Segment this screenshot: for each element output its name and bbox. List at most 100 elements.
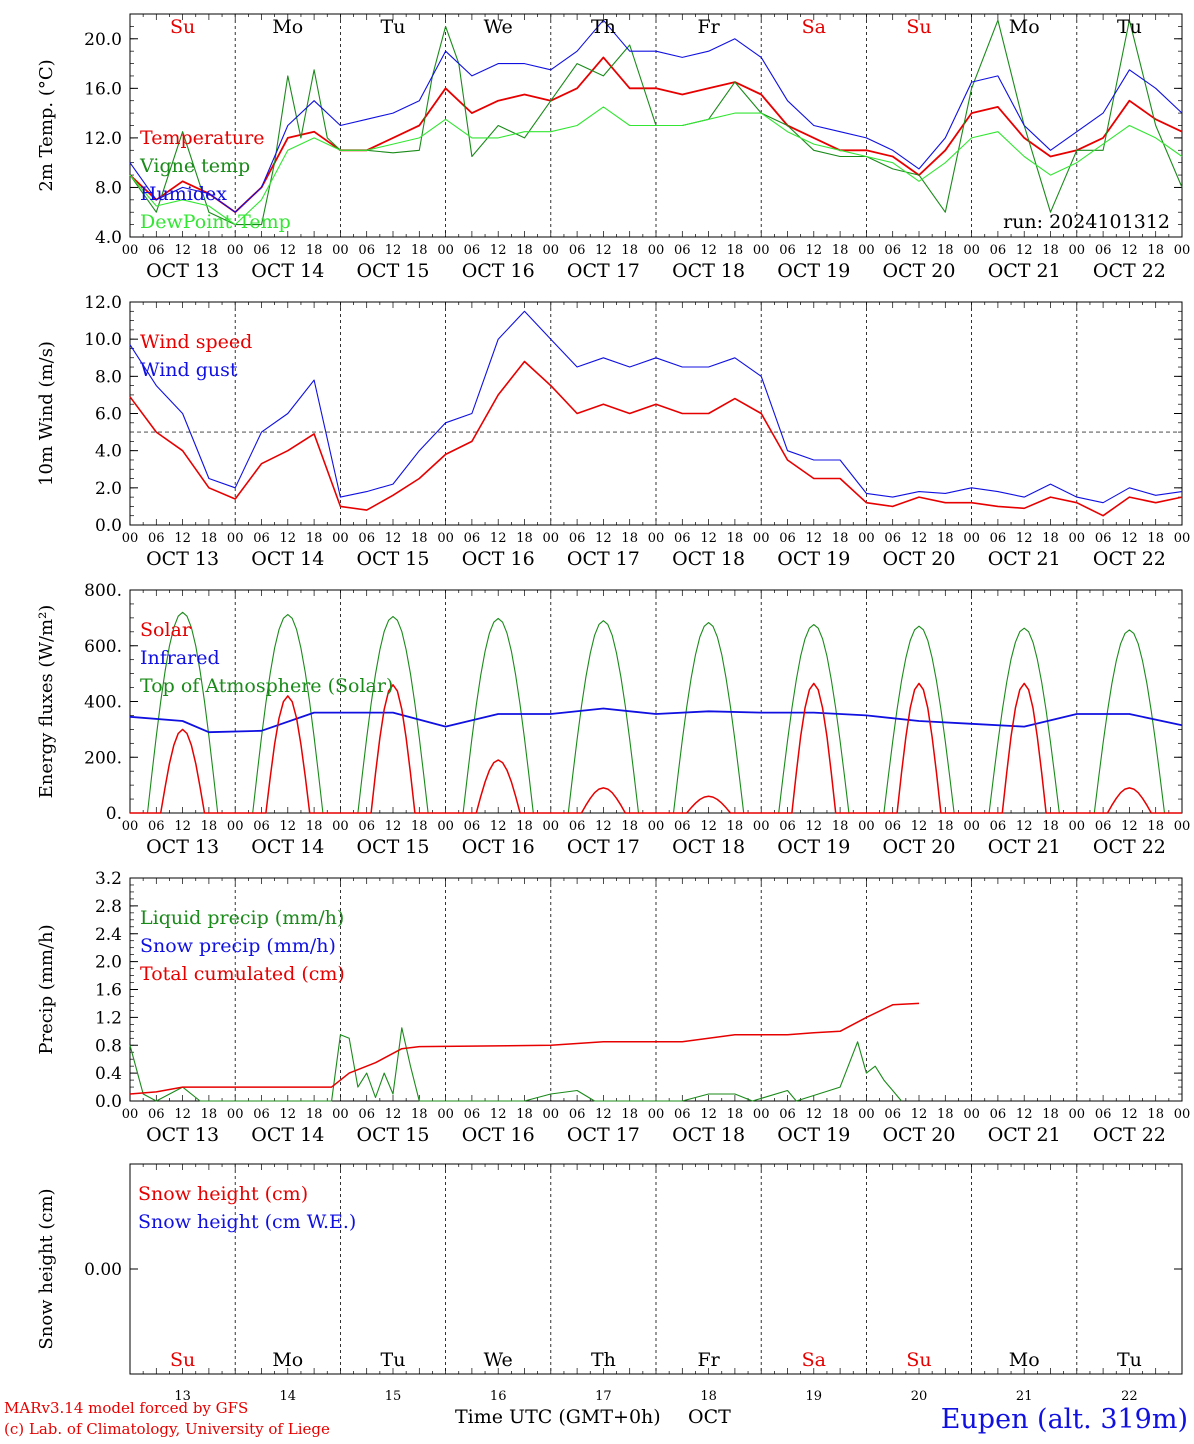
y-tick-label: 1.6	[95, 981, 122, 1001]
hour-label: 06	[674, 1107, 691, 1122]
date-label: OCT 20	[882, 1124, 955, 1146]
hour-label: 06	[569, 531, 586, 546]
hour-label: 12	[700, 1107, 717, 1122]
hour-label: 12	[700, 819, 717, 834]
date-label: OCT 16	[462, 836, 535, 858]
hour-label: 18	[621, 243, 638, 258]
date-label: OCT 14	[251, 548, 324, 570]
hour-label: 18	[937, 243, 954, 258]
weekday-label: Fr	[697, 1349, 720, 1371]
legend-snow-precip-mm-h-: Snow precip (mm/h)	[140, 935, 336, 957]
hour-label: 06	[1095, 819, 1112, 834]
hour-label: 18	[201, 531, 218, 546]
y-tick-label: 8.0	[95, 178, 122, 198]
hour-label: 12	[595, 1107, 612, 1122]
legend-vigne-temp: Vigne temp	[139, 155, 250, 177]
panel-4: 0.0 0.4 0.8 1.2 1.6 2.0 2.4 2.8 3.2 Precip (mm/h)…	[36, 869, 1183, 1112]
hour-label: 00	[963, 1107, 980, 1122]
hour-label: 06	[990, 819, 1007, 834]
hour-label: 12	[490, 243, 507, 258]
hour-label: 18	[306, 243, 323, 258]
hour-label: 12	[911, 1107, 928, 1122]
panel-5: 0.00 Snow height (cm) Snow height (cm) Snow…	[36, 1163, 1183, 1404]
hour-label: 06	[1095, 531, 1112, 546]
date-label: OCT 16	[462, 260, 535, 282]
hour-label: 06	[358, 819, 375, 834]
y-tick-label: 10.0	[84, 330, 122, 350]
hour-label: 00	[332, 243, 349, 258]
series-liquid-precip	[129, 1027, 902, 1102]
hour-label: 18	[1042, 819, 1059, 834]
weekday-label: Tu	[1117, 1349, 1142, 1371]
hour-label: 18	[727, 243, 744, 258]
x-axis-label: Time UTC (GMT+0h)	[455, 1406, 661, 1428]
y-tick-label: 6.0	[95, 405, 122, 425]
hour-label: 12	[595, 243, 612, 258]
weekday-label: Th	[591, 16, 616, 38]
hour-label: 18	[516, 531, 533, 546]
hour-label: 06	[253, 531, 270, 546]
hour-label: 00	[122, 531, 139, 546]
weekday-label: Sa	[802, 1349, 826, 1371]
y-tick-label: 2.8	[95, 897, 122, 917]
y-tick-label: 20.0	[84, 30, 122, 50]
y-axis-label: Energy fluxes (W/m²)	[36, 605, 57, 799]
hour-label: 18	[411, 531, 428, 546]
hour-label: 06	[1095, 1107, 1112, 1122]
hour-label: 06	[464, 819, 481, 834]
y-tick-label: 12.0	[84, 129, 122, 149]
hour-label: 06	[569, 243, 586, 258]
date-label: OCT 18	[672, 548, 745, 570]
date-label: OCT 15	[356, 260, 429, 282]
hour-label: 06	[253, 1107, 270, 1122]
hour-label: 00	[332, 819, 349, 834]
weekday-label: We	[484, 1349, 513, 1371]
y-axis-label: 10m Wind (m/s)	[36, 341, 57, 486]
hour-label: 06	[569, 1107, 586, 1122]
day-number: 22	[1121, 1389, 1138, 1404]
hour-label: 00	[963, 819, 980, 834]
hour-label: 00	[858, 531, 875, 546]
date-label: OCT 21	[988, 548, 1061, 570]
hour-label: 18	[306, 1107, 323, 1122]
date-label: OCT 19	[777, 836, 850, 858]
weekday-label: Tu	[1117, 16, 1142, 38]
hour-label: 00	[1069, 819, 1086, 834]
hour-label: 18	[1042, 243, 1059, 258]
hour-label: 00	[858, 1107, 875, 1122]
weekday-label: Mo	[272, 1349, 303, 1371]
date-label: OCT 14	[251, 836, 324, 858]
date-label: OCT 15	[356, 836, 429, 858]
y-tick-label: 200.	[84, 748, 122, 768]
hour-label: 12	[174, 243, 191, 258]
hour-label: 18	[306, 531, 323, 546]
plot-frame	[129, 589, 1183, 814]
run-label: run: 2024101312	[1003, 211, 1170, 233]
date-label: OCT 13	[146, 1124, 219, 1146]
hour-label: 12	[490, 819, 507, 834]
hour-label: 18	[832, 819, 849, 834]
date-label: OCT 19	[777, 548, 850, 570]
hour-label: 06	[674, 819, 691, 834]
hour-label: 12	[806, 243, 823, 258]
hour-label: 06	[779, 243, 796, 258]
weekday-label: Tu	[381, 16, 406, 38]
hour-label: 00	[1174, 243, 1191, 258]
hour-label: 00	[227, 819, 244, 834]
day-number: 13	[174, 1389, 191, 1404]
weekday-label: Su	[906, 16, 931, 38]
date-label: OCT 22	[1093, 836, 1166, 858]
hour-label: 06	[779, 1107, 796, 1122]
hour-label: 06	[884, 1107, 901, 1122]
y-axis-label: Precip (mm/h)	[36, 924, 57, 1054]
day-number: 15	[385, 1389, 402, 1404]
date-label: OCT 15	[356, 548, 429, 570]
hour-label: 12	[700, 243, 717, 258]
date-label: OCT 18	[672, 1124, 745, 1146]
hour-label: 00	[753, 243, 770, 258]
date-label: OCT 19	[777, 1124, 850, 1146]
hour-label: 18	[727, 819, 744, 834]
legend-infrared: Infrared	[140, 647, 220, 669]
date-label: OCT 16	[462, 548, 535, 570]
